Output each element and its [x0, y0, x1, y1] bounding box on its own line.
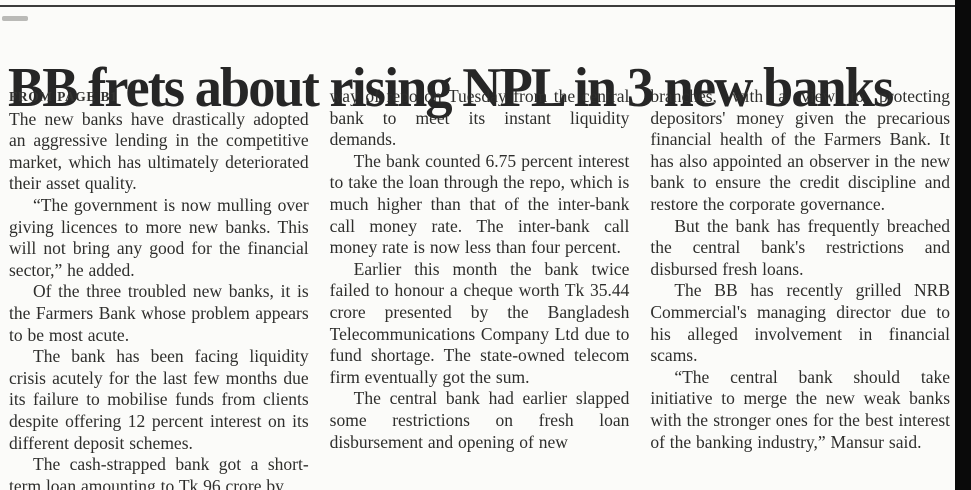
- scan-artifact: [2, 16, 28, 21]
- paragraph: But the bank has frequently breached the…: [650, 215, 950, 279]
- article-column-3: branches, with a view to protecting depo…: [650, 86, 950, 490]
- paragraph: “The government is now mulling over givi…: [9, 194, 309, 280]
- paragraph: The bank has been facing liquidity crisi…: [9, 346, 309, 453]
- paragraph: branches, with a view to protecting depo…: [650, 86, 950, 214]
- paragraph: The cash-strapped bank got a short-term …: [9, 454, 309, 490]
- scan-edge-band: [955, 0, 971, 490]
- top-rule: [0, 5, 956, 7]
- paragraph: Earlier this month the bank twice failed…: [329, 258, 630, 387]
- paragraph: Of the three troubled new banks, it is t…: [9, 281, 309, 345]
- continuation-kicker: FROM PAGE B1: [9, 89, 118, 104]
- article-column-1: FROM PAGE B1 The new banks have drastica…: [9, 86, 309, 490]
- paragraph: “The central bank should take initiative…: [650, 366, 950, 452]
- paragraph: The BB has recently grilled NRB Commerci…: [650, 280, 950, 366]
- article-headline: BB frets about rising NPL in 3 new banks: [8, 56, 894, 119]
- paragraph: The central bank had earlier slapped som…: [329, 388, 630, 452]
- article-body: FROM PAGE B1 The new banks have drastica…: [9, 86, 950, 490]
- paragraph: way of repo on Tuesday from the central …: [329, 86, 630, 150]
- article-column-2: way of repo on Tuesday from the central …: [330, 86, 630, 490]
- paragraph: The new banks have drastically adopted a…: [9, 108, 309, 194]
- paragraph: The bank counted 6.75 percent interest t…: [329, 150, 630, 258]
